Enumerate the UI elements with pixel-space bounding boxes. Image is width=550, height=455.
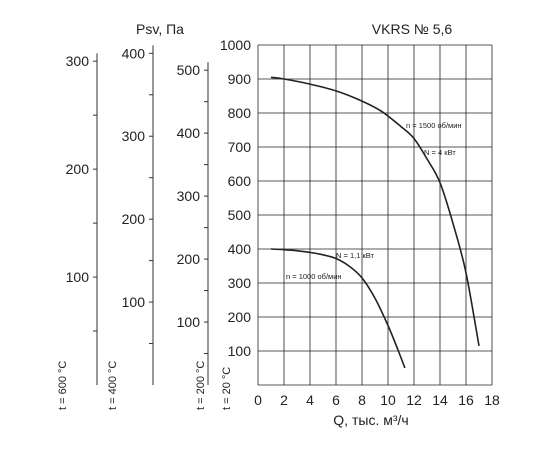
y-tick-label: 300: [228, 275, 252, 291]
x-axis-title: Q, тыс. м³/ч: [333, 412, 408, 428]
y-axis-title: Psv, Па: [136, 21, 184, 37]
x-tick-label: 0: [254, 392, 262, 408]
power-label-4kw: N = 4 кВт: [424, 148, 456, 157]
y-tick-label: 100: [228, 343, 252, 359]
temperature-tick-label: 300: [122, 128, 146, 144]
temperature-tick-label: 400: [177, 125, 201, 141]
power-label-1-1kw: N = 1,1 кВт: [336, 251, 375, 260]
x-tick-label: 14: [432, 392, 448, 408]
temperature-tick-label: 300: [177, 188, 201, 204]
y-tick-label: 500: [228, 207, 252, 223]
temperature-label: t = 400 °C: [107, 361, 119, 410]
speed-label-1000: n = 1000 об/мин: [286, 272, 342, 281]
y-tick-label: 200: [228, 309, 252, 325]
x-tick-label: 2: [280, 392, 288, 408]
temperature-tick-label: 400: [122, 45, 146, 61]
temperature-tick-label: 100: [177, 314, 201, 330]
y-tick-label: 1000: [220, 37, 251, 53]
temperature-tick-label: 500: [177, 62, 201, 78]
x-tick-label: 6: [332, 392, 340, 408]
x-tick-label: 18: [484, 392, 500, 408]
temperature-tick-label: 200: [122, 211, 146, 227]
y-tick-label: 900: [228, 71, 252, 87]
series-line-1000rpm: [270, 248, 406, 369]
y-tick-label: 600: [228, 173, 252, 189]
temperature-tick-label: 200: [66, 161, 90, 177]
temperature-tick-label: 100: [122, 294, 146, 310]
chart-title: VKRS № 5,6: [372, 21, 453, 37]
y-tick-label: 700: [228, 139, 252, 155]
x-tick-label: 16: [458, 392, 474, 408]
speed-label-1500: n = 1500 об/мин: [406, 121, 462, 130]
temperature-scale: 100 200 300 t = 600 °C: [57, 53, 98, 410]
temperature-scale: 100 200 300 400 500 t = 200 °C: [177, 62, 209, 410]
temperature-scale: t = 20 °C: [221, 367, 233, 410]
temperature-tick-label: 300: [66, 53, 90, 69]
temperature-tick-label: 100: [66, 269, 90, 285]
x-tick-label: 8: [358, 392, 366, 408]
y-tick-label: 400: [228, 241, 252, 257]
series-line-1500rpm: [270, 76, 480, 347]
temperature-scales: t = 20 °C 100 200 300 400 500 t = 200 °C 100 200…: [57, 45, 233, 410]
temperature-label: t = 200 °C: [195, 361, 207, 410]
x-tick-label: 10: [380, 392, 396, 408]
main-plot-area: 0 2 4 6 8 10 12 14 16 18 100 200 300 400 500 600 700 800 9…: [220, 37, 500, 408]
x-tick-label: 12: [406, 392, 422, 408]
temperature-label: t = 600 °C: [57, 361, 69, 410]
y-tick-label: 800: [228, 105, 252, 121]
x-tick-label: 4: [306, 392, 314, 408]
temperature-label: t = 20 °C: [221, 367, 233, 410]
temperature-tick-label: 200: [177, 251, 201, 267]
temperature-scale: 100 200 300 400 t = 400 °C: [107, 45, 154, 410]
